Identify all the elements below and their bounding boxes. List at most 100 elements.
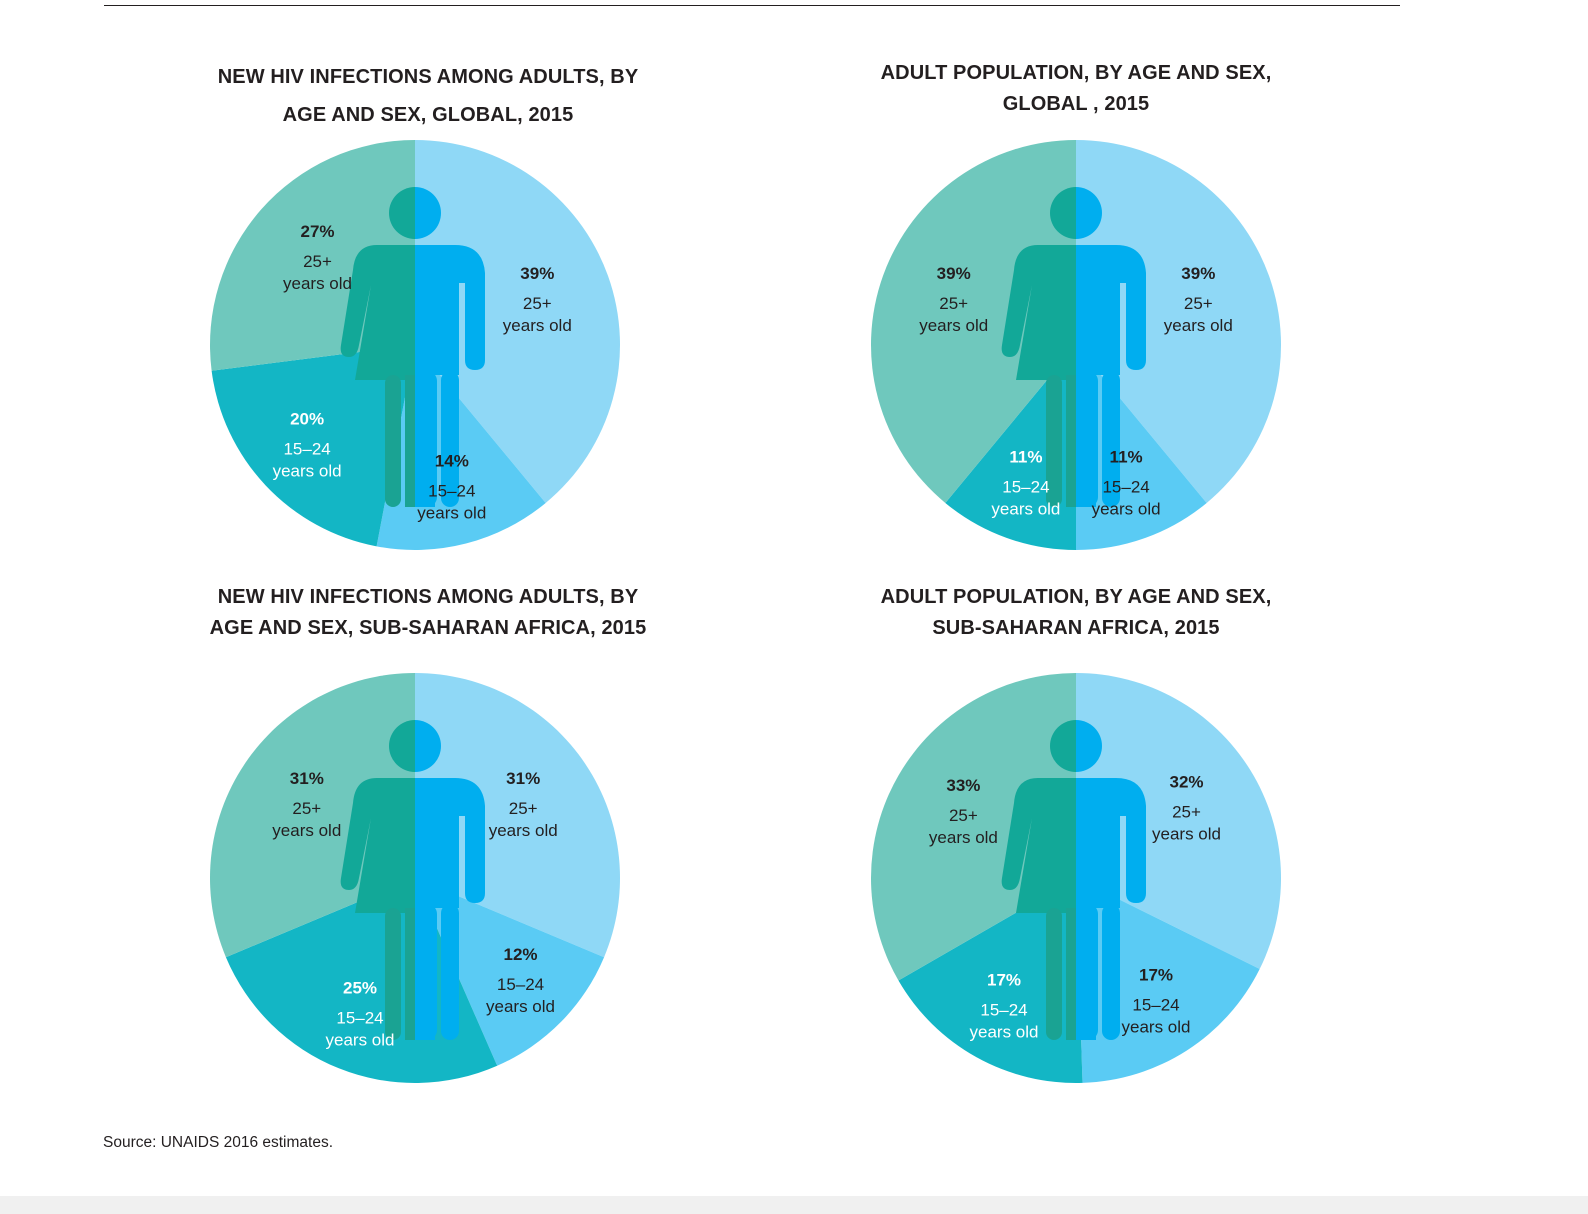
- slice-percent: 39%: [937, 264, 971, 283]
- slice-percent: 11%: [1009, 447, 1042, 466]
- slice-age-suffix: years old: [1164, 316, 1233, 335]
- slice-age-group: 15–24: [497, 975, 544, 994]
- slice-age-suffix: years old: [1152, 825, 1221, 844]
- female-body-icon: [340, 778, 415, 913]
- slice-age-suffix: years old: [272, 821, 341, 840]
- slice-label: 39% 25+ years old: [503, 264, 572, 335]
- pie-chart-ssa-population: 32% 25+ years old 17% 15–24 years old 17% 15–24…: [870, 673, 1281, 1084]
- slice-age-group: 25+: [523, 294, 552, 313]
- slice-label: 25% 15–24 years old: [326, 978, 395, 1049]
- pie-slice-female-1524: [945, 345, 1076, 550]
- slice-age-suffix: years old: [1122, 1018, 1191, 1037]
- slice-label: 17% 15–24 years old: [970, 970, 1039, 1041]
- slice-label: 32% 25+ years old: [1152, 773, 1221, 844]
- slice-age-group: 25+: [292, 799, 321, 818]
- chart-title-line: AGE AND SEX, GLOBAL, 2015: [282, 104, 574, 126]
- female-leg-icon: [1066, 375, 1076, 507]
- source-note: Source: UNAIDS 2016 estimates.: [103, 1134, 334, 1151]
- person-figure: [340, 720, 485, 1040]
- chart-title: NEW HIV INFECTIONS AMONG ADULTS, BY AGE …: [148, 582, 708, 644]
- slice-label: 20% 15–24 years old: [273, 409, 342, 480]
- slice-percent: 31%: [290, 769, 324, 788]
- female-leg-icon: [1046, 375, 1062, 507]
- person-figure: [1001, 720, 1146, 1040]
- male-head-icon: [415, 187, 441, 239]
- male-leg-icon: [417, 371, 437, 507]
- slice-age-group: 15–24: [1132, 996, 1179, 1015]
- slice-label: 11% 15–24 years old: [991, 447, 1060, 518]
- slice-age-suffix: years old: [283, 274, 352, 293]
- pie-slice-male-25: [1076, 140, 1282, 503]
- male-body-icon: [415, 245, 485, 375]
- chart-title-line: AGE AND SEX, SUB-SAHARAN AFRICA, 2015: [209, 617, 647, 639]
- slice-percent: 31%: [506, 769, 540, 788]
- slice-age-group: 15–24: [336, 1008, 383, 1027]
- pie-chart-global-infections: 39% 25+ years old 14% 15–24 years old 20% 15–24…: [210, 140, 621, 551]
- slice-age-suffix: years old: [417, 503, 486, 522]
- slice-age-group: 25+: [939, 294, 968, 313]
- person-figure: [1001, 187, 1146, 507]
- slice-age-suffix: years old: [970, 1022, 1039, 1041]
- slice-age-group: 25+: [1184, 294, 1213, 313]
- male-head-icon: [1076, 720, 1102, 772]
- female-head-icon: [1050, 720, 1076, 772]
- pie-labels: 32% 25+ years old 17% 15–24 years old 17% 15–24…: [929, 773, 1221, 1042]
- female-leg-icon: [405, 375, 415, 507]
- chart-title: ADULT POPULATION, BY AGE AND SEX, SUB-SA…: [796, 582, 1356, 644]
- slice-label: 14% 15–24 years old: [417, 451, 486, 522]
- slice-age-suffix: years old: [503, 316, 572, 335]
- slice-age-group: 15–24: [1102, 477, 1149, 496]
- slice-age-group: 25+: [509, 799, 538, 818]
- male-leg-icon: [1102, 904, 1120, 1040]
- person-figure: [340, 187, 485, 507]
- slice-percent: 17%: [987, 970, 1021, 989]
- male-leg-icon: [441, 371, 459, 507]
- slice-age-group: 15–24: [1002, 477, 1049, 496]
- slice-age-group: 25+: [1172, 803, 1201, 822]
- pie-slice-female-1524: [211, 345, 415, 547]
- slice-label: 39% 25+ years old: [919, 264, 988, 335]
- slice-age-suffix: years old: [1092, 499, 1161, 518]
- female-leg-icon: [1046, 908, 1062, 1040]
- male-leg-icon: [417, 904, 437, 1040]
- slice-label: 31% 25+ years old: [489, 769, 558, 840]
- slice-age-group: 25+: [949, 806, 978, 825]
- male-leg-icon: [1078, 371, 1098, 507]
- slice-percent: 14%: [435, 451, 469, 470]
- slice-percent: 33%: [946, 776, 980, 795]
- pie-labels: 39% 25+ years old 14% 15–24 years old 20% 15–24…: [273, 222, 572, 522]
- pie-wedges: [870, 673, 1281, 1084]
- chart-title-line: ADULT POPULATION, BY AGE AND SEX,: [880, 586, 1272, 608]
- male-body-icon: [1076, 245, 1146, 375]
- slice-age-group: 25+: [303, 252, 332, 271]
- slice-label: 33% 25+ years old: [929, 776, 998, 847]
- chart-title-line: SUB-SAHARAN AFRICA, 2015: [932, 617, 1220, 639]
- male-leg-icon: [1102, 371, 1120, 507]
- slice-age-group: 15–24: [428, 481, 475, 500]
- pie-chart-global-population: 39% 25+ years old 11% 15–24 years old 11% 15–24…: [870, 140, 1282, 550]
- chart-title-line: NEW HIV INFECTIONS AMONG ADULTS, BY: [217, 66, 639, 88]
- female-head-icon: [389, 720, 415, 772]
- male-leg-icon: [441, 904, 459, 1040]
- pie-slice-male-1524: [415, 878, 605, 1066]
- slice-label: 31% 25+ years old: [272, 769, 341, 840]
- female-leg-icon: [385, 908, 401, 1040]
- slice-percent: 11%: [1110, 447, 1143, 466]
- slice-percent: 39%: [520, 264, 554, 283]
- male-leg-icon: [1078, 904, 1098, 1040]
- female-body-icon: [340, 245, 415, 380]
- slice-age-suffix: years old: [991, 499, 1060, 518]
- male-body-icon: [415, 778, 485, 908]
- chart-title-line: ADULT POPULATION, BY AGE AND SEX,: [880, 62, 1272, 84]
- slice-age-group: 15–24: [283, 439, 330, 458]
- chart-title: NEW HIV INFECTIONS AMONG ADULTS, BY AGE …: [148, 58, 708, 134]
- pie-labels: 31% 25+ years old 12% 15–24 years old 25% 15–24…: [272, 769, 557, 1049]
- pie-slice-male-1524: [1076, 878, 1260, 1083]
- pie-slice-female-1524: [898, 878, 1083, 1084]
- male-body-icon: [1076, 778, 1146, 908]
- bottom-bar: [0, 1196, 1588, 1214]
- slice-age-suffix: years old: [273, 461, 342, 480]
- slice-percent: 27%: [300, 222, 334, 241]
- top-rule: [104, 5, 1400, 6]
- slice-label: 17% 15–24 years old: [1122, 966, 1191, 1037]
